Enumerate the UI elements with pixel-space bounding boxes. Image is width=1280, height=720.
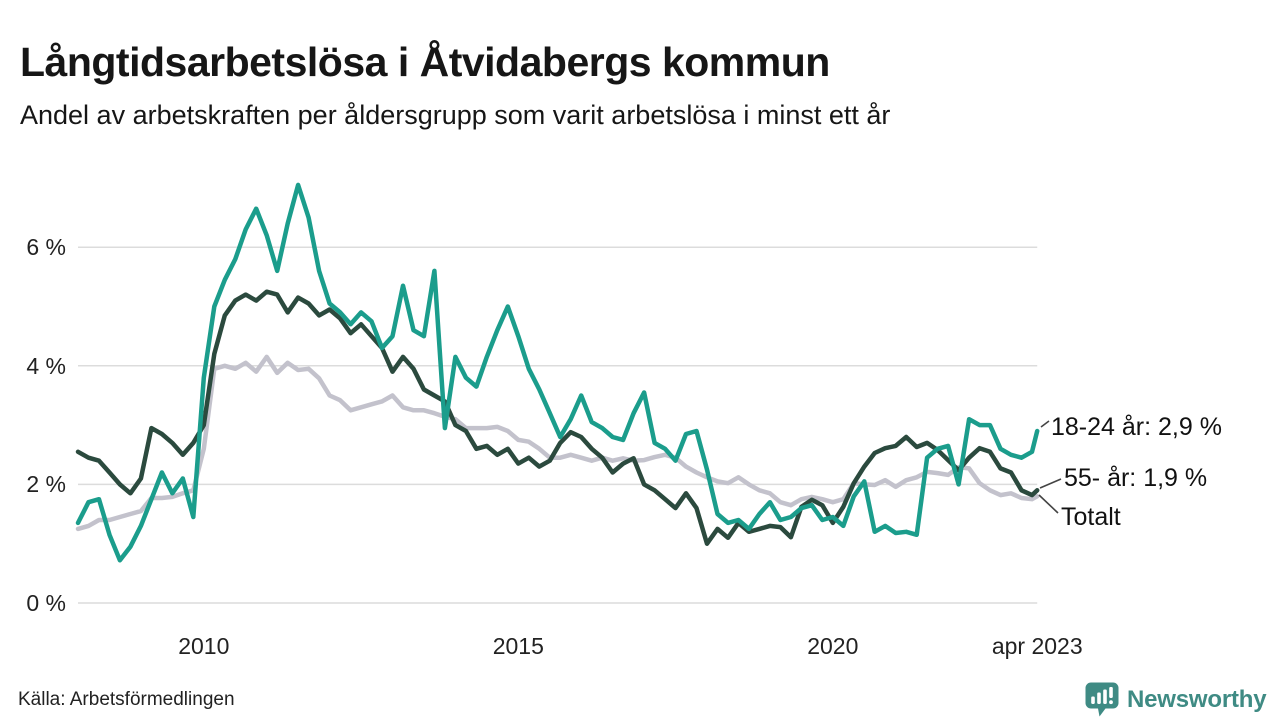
x-tick-apr-2023: apr 2023 bbox=[991, 633, 1083, 659]
leader-line-18-24 bbox=[1040, 420, 1050, 428]
x-tick-2020: 2020 bbox=[807, 633, 859, 659]
brand-logo: Newsworthy bbox=[1084, 681, 1267, 718]
y-tick-6: 6 % bbox=[26, 234, 66, 261]
series-line-18-24-r bbox=[75, 182, 1040, 563]
page-subtitle: Andel av arbetskraften per åldersgrupp s… bbox=[20, 100, 891, 130]
series-line-totalt bbox=[75, 354, 1040, 532]
series-label-totalt: Totalt bbox=[1061, 503, 1121, 531]
series-label-18-24: 18-24 år: 2,9 % bbox=[1051, 413, 1222, 441]
brand-name: Newsworthy bbox=[1127, 685, 1267, 713]
page-title: Långtidsarbetslösa i Åtvidabergs kommun bbox=[20, 39, 830, 86]
newsworthy-bubble-chart-icon bbox=[1085, 682, 1119, 717]
leader-line-55 bbox=[1039, 478, 1062, 489]
leader-line-totalt bbox=[1038, 494, 1059, 514]
series-line-55-r bbox=[75, 289, 1040, 546]
y-tick-4: 4 % bbox=[26, 352, 66, 379]
series-label-55: 55- år: 1,9 % bbox=[1064, 464, 1208, 492]
y-tick-0: 0 % bbox=[26, 590, 66, 616]
y-tick-2: 2 % bbox=[26, 471, 66, 498]
x-tick-2015: 2015 bbox=[492, 633, 544, 659]
x-tick-2010: 2010 bbox=[178, 633, 230, 659]
source-note: Källa: Arbetsförmedlingen bbox=[18, 689, 235, 710]
